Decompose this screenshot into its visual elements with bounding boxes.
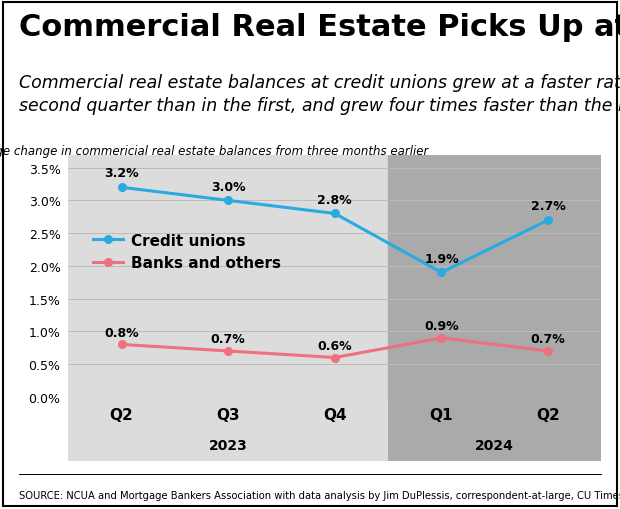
Banks and others xyxy=(438,335,445,341)
Banks and others xyxy=(544,348,552,354)
Text: 2.7%: 2.7% xyxy=(531,200,565,213)
Text: 3.2%: 3.2% xyxy=(104,167,139,180)
Text: 0.9%: 0.9% xyxy=(424,319,459,332)
Line: Banks and others: Banks and others xyxy=(118,334,552,361)
Credit unions xyxy=(118,185,125,191)
Banks and others xyxy=(118,342,125,348)
Text: SOURCE: NCUA and Mortgage Bankers Association with data analysis by Jim DuPlessi: SOURCE: NCUA and Mortgage Bankers Associ… xyxy=(19,490,620,500)
Text: 0.7%: 0.7% xyxy=(211,332,246,346)
Credit unions xyxy=(544,217,552,223)
Legend: Credit unions, Banks and others: Credit unions, Banks and others xyxy=(87,227,287,277)
Line: Credit unions: Credit unions xyxy=(118,184,552,277)
Text: 2.8%: 2.8% xyxy=(317,193,352,206)
Text: Q2: Q2 xyxy=(536,407,560,422)
Text: Percentage change in commericial real estate balances from three months earlier: Percentage change in commericial real es… xyxy=(0,145,428,158)
Bar xyxy=(68,155,388,397)
Text: Commercial real estate balances at credit unions grew at a faster rate in the
se: Commercial real estate balances at credi… xyxy=(19,74,620,115)
Bar xyxy=(388,397,601,461)
Text: Q1: Q1 xyxy=(430,407,453,422)
Text: Commercial Real Estate Picks Up at CUs: Commercial Real Estate Picks Up at CUs xyxy=(19,13,620,42)
Bar xyxy=(388,155,601,397)
Credit unions xyxy=(224,198,232,204)
Text: 2024: 2024 xyxy=(476,438,514,451)
Text: Q4: Q4 xyxy=(323,407,347,422)
Bar xyxy=(68,397,388,461)
Credit unions xyxy=(331,211,339,217)
Banks and others xyxy=(224,348,232,354)
Text: 3.0%: 3.0% xyxy=(211,180,246,193)
Text: 0.6%: 0.6% xyxy=(317,339,352,352)
Text: 1.9%: 1.9% xyxy=(424,252,459,265)
Text: Q2: Q2 xyxy=(110,407,133,422)
Text: 0.7%: 0.7% xyxy=(531,332,565,346)
Text: 0.8%: 0.8% xyxy=(104,326,139,339)
Credit unions xyxy=(438,270,445,276)
Text: 2023: 2023 xyxy=(209,438,247,451)
Banks and others xyxy=(331,355,339,361)
Text: Q3: Q3 xyxy=(216,407,240,422)
